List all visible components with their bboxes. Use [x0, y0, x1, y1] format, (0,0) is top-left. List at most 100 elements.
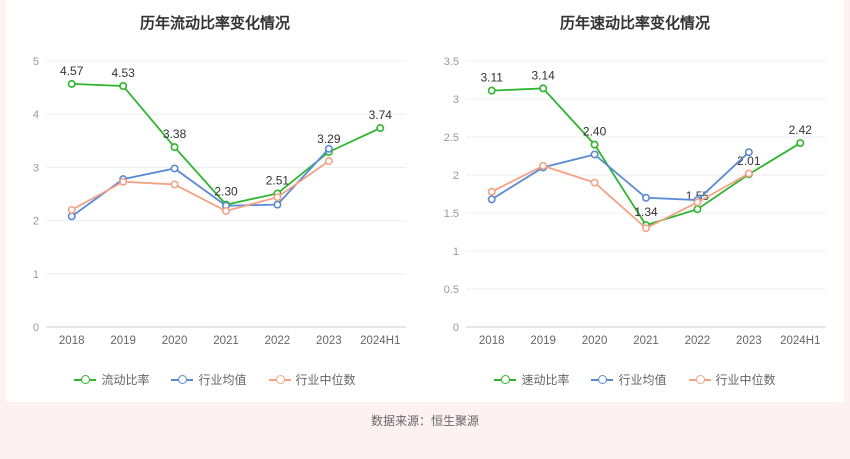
data-point-marker	[642, 193, 651, 202]
data-point-marker	[744, 169, 753, 178]
legend-quick-ratio: 速动比率 行业均值 行业中位数	[426, 371, 844, 402]
data-point-marker	[273, 200, 282, 209]
x-axis-tick-label: 2019	[110, 335, 136, 347]
y-axis-tick-label: 1	[33, 269, 39, 281]
series-line-2	[71, 160, 330, 212]
chart-canvas-quick-ratio: 0 0.5 1 1.5 2 2.5 3 3.5 2018 2019 2020 2021 2022 2023…	[444, 56, 826, 347]
y-axis-tick-label: 4	[33, 109, 39, 121]
data-point-marker	[67, 205, 76, 214]
data-point-marker	[376, 124, 385, 133]
y-axis-tick-label: 0.5	[444, 284, 459, 296]
legend-item-1-0[interactable]: 速动比率	[494, 371, 569, 388]
data-point-marker	[590, 178, 599, 187]
legend-item-1-1[interactable]: 行业均值	[591, 371, 667, 388]
data-point-marker	[693, 198, 702, 207]
data-point-marker	[119, 177, 128, 186]
y-axis-tick-label: 5	[33, 56, 39, 68]
data-point-marker	[119, 82, 128, 91]
y-axis-tick-label: 0	[33, 322, 39, 334]
y-axis-tick-label: 2	[453, 170, 459, 182]
value-label: 3.29	[317, 132, 341, 146]
x-axis-tick-label: 2021	[633, 335, 659, 347]
legend-item-0-2[interactable]: 行业中位数	[268, 371, 356, 388]
y-axis-tick-label: 1.5	[444, 208, 459, 220]
data-point-marker	[539, 161, 548, 170]
data-source-note: 数据来源：恒生聚源	[370, 414, 479, 428]
x-axis-tick-label: 2018	[59, 335, 85, 347]
data-point-marker	[796, 139, 805, 148]
x-axis-tick-label: 2018	[479, 335, 505, 347]
value-label: 4.53	[111, 66, 135, 80]
data-point-marker	[67, 212, 76, 221]
legend-line-circle-icon	[74, 375, 97, 384]
data-point-marker	[693, 205, 702, 214]
x-axis-tick-label: 2023	[736, 335, 762, 347]
legend-line-circle-icon	[171, 375, 194, 384]
x-axis-tick-label: 2024H1	[360, 335, 400, 347]
legend-current-ratio: 流动比率 行业均值 行业中位数	[6, 371, 424, 402]
data-point-marker	[222, 207, 231, 216]
x-axis-tick-label: 2021	[213, 335, 239, 347]
value-label: 3.38	[163, 127, 187, 141]
legend-line-circle-icon	[591, 375, 614, 384]
y-axis-tick-label: 3.5	[444, 56, 459, 68]
data-point-marker	[539, 84, 548, 93]
legend-item-0-1[interactable]: 行业均值	[171, 371, 247, 388]
y-axis-tick-label: 3	[453, 94, 459, 106]
value-label: 3.74	[369, 108, 393, 122]
x-axis-tick-label: 2023	[316, 335, 342, 347]
value-label: 2.30	[214, 185, 238, 199]
legend-item-1-2[interactable]: 行业中位数	[688, 371, 776, 388]
legend-item-0-0[interactable]: 流动比率	[74, 371, 149, 388]
data-point-marker	[487, 187, 496, 196]
value-label: 4.57	[60, 64, 84, 78]
x-axis-tick-label: 2022	[685, 335, 711, 347]
value-label: 2.40	[583, 125, 607, 139]
data-point-marker	[324, 157, 333, 166]
data-point-marker	[273, 193, 282, 202]
y-axis-tick-label: 3	[33, 162, 39, 174]
legend-line-circle-icon	[494, 375, 517, 384]
data-point-marker	[67, 79, 76, 88]
x-axis-tick-label: 2024H1	[780, 335, 820, 347]
series-line-1	[491, 151, 750, 201]
legend-item-label: 速动比率	[521, 373, 570, 387]
legend-item-label: 行业中位数	[295, 373, 356, 387]
data-point-marker	[324, 144, 333, 153]
series-line-1	[71, 148, 330, 218]
chart-canvas-current-ratio: 0 1 2 3 4 5 2018 2019 2020 2021 2022 2023 2024H1 4.57…	[33, 56, 406, 347]
x-axis-tick-label: 2020	[162, 335, 188, 347]
data-point-marker	[487, 195, 496, 204]
data-point-marker	[744, 148, 753, 157]
chart-title-current-ratio: 历年流动比率变化情况	[139, 15, 290, 32]
data-point-marker	[642, 224, 651, 233]
legend-line-circle-icon	[268, 375, 291, 384]
legend-item-label: 流动比率	[101, 373, 150, 387]
legend-line-circle-icon	[688, 375, 711, 384]
data-point-marker	[487, 86, 496, 95]
legend-item-label: 行业均值	[198, 373, 247, 387]
value-label: 2.01	[737, 154, 761, 168]
value-label: 3.14	[531, 68, 555, 82]
y-axis-tick-label: 2.5	[444, 132, 459, 144]
legend-item-label: 行业均值	[618, 373, 667, 387]
value-label: 3.11	[480, 71, 503, 85]
value-label: 2.42	[789, 123, 813, 137]
y-axis-tick-label: 0	[453, 322, 459, 334]
current-ratio-chart-panel: 历年流动比率变化情况 0 1 2 3 4 5 2018 2019 2020 2021 2022 202…	[6, 6, 424, 402]
value-label: 1.34	[634, 205, 658, 219]
data-point-marker	[170, 164, 179, 173]
y-axis-tick-label: 2	[33, 216, 39, 228]
y-axis-tick-label: 1	[453, 246, 459, 258]
x-axis-tick-label: 2022	[265, 335, 291, 347]
data-point-marker	[590, 150, 599, 159]
data-point-marker	[170, 180, 179, 189]
x-axis-tick-label: 2020	[582, 335, 608, 347]
legend-item-label: 行业中位数	[715, 373, 776, 387]
series-line-2	[491, 164, 750, 230]
charts-container: 历年流动比率变化情况 0 1 2 3 4 5 2018 2019 2020 2021 2022 202…	[6, 0, 844, 402]
x-axis-tick-label: 2019	[530, 335, 556, 347]
quick-ratio-chart-panel: 历年速动比率变化情况 0 0.5 1 1.5 2 2.5 3 3.5 2018 2019 2020 2…	[426, 6, 844, 402]
data-point-marker	[170, 143, 179, 152]
value-label: 2.51	[266, 173, 290, 187]
